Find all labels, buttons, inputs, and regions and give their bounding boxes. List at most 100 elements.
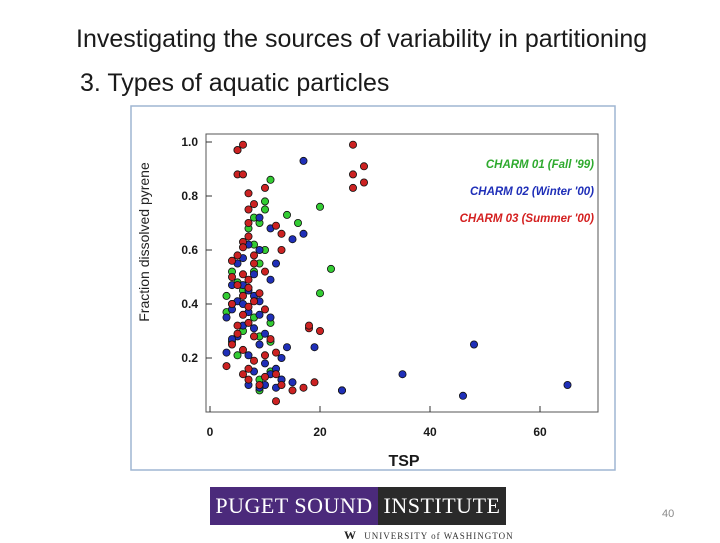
university-line: W UNIVERSITY of WASHINGTON	[344, 528, 514, 543]
point-red-6	[348, 170, 357, 179]
point-blue-30	[310, 343, 319, 352]
point-green-20	[315, 289, 324, 298]
point-green-15	[326, 264, 335, 273]
point-red-53	[244, 375, 253, 384]
point-green-2	[260, 197, 269, 206]
point-red-43	[249, 332, 258, 341]
point-blue-43	[337, 386, 346, 395]
y-axis-label: Fraction dissolved pyrene	[136, 162, 152, 322]
point-red-56	[310, 378, 319, 387]
legend-entry-green: CHARM 01 (Fall '99)	[486, 159, 594, 171]
point-red-10	[244, 189, 253, 198]
point-red-22	[227, 256, 236, 265]
point-red-19	[277, 245, 286, 254]
point-blue-45	[469, 340, 478, 349]
point-blue-8	[271, 259, 280, 268]
point-blue-29	[255, 340, 264, 349]
point-red-36	[238, 310, 247, 319]
point-red-34	[244, 302, 253, 311]
points-layer	[222, 140, 572, 406]
point-green-3	[260, 205, 269, 214]
point-blue-32	[222, 348, 231, 357]
y-tick-label-3: 0.8	[181, 189, 198, 203]
point-red-23	[249, 259, 258, 268]
point-green-18	[222, 291, 231, 300]
point-red-58	[288, 386, 297, 395]
logo-left-panel: PUGET SOUND	[210, 487, 378, 525]
point-blue-1	[255, 213, 264, 222]
point-red-26	[227, 272, 236, 281]
point-green-28	[233, 351, 242, 360]
point-red-44	[304, 321, 313, 330]
slide-subtitle: 3. Types of aquatic particles	[80, 69, 390, 97]
puget-sound-institute-logo: PUGET SOUND INSTITUTE	[210, 487, 506, 525]
point-blue-21	[255, 310, 264, 319]
point-blue-11	[266, 275, 275, 284]
slide-title: Investigating the sources of variability…	[76, 25, 648, 53]
point-red-7	[359, 178, 368, 187]
point-green-6	[293, 218, 302, 227]
point-blue-23	[222, 313, 231, 322]
point-red-33	[227, 299, 236, 308]
point-red-15	[277, 229, 286, 238]
y-tick-label-1: 0.4	[181, 297, 198, 311]
point-blue-6	[255, 245, 264, 254]
point-red-29	[244, 283, 253, 292]
point-red-42	[266, 335, 275, 344]
point-green-5	[282, 210, 291, 219]
point-red-55	[299, 383, 308, 392]
point-red-54	[277, 380, 286, 389]
point-red-0	[238, 140, 247, 149]
point-red-8	[348, 183, 357, 192]
point-red-11	[249, 200, 258, 209]
y-tick-label-0: 0.2	[181, 351, 198, 365]
x-tick-label-60: 60	[533, 425, 547, 439]
point-red-46	[238, 345, 247, 354]
point-red-14	[271, 221, 280, 230]
point-red-12	[244, 205, 253, 214]
point-red-4	[348, 140, 357, 149]
point-red-59	[255, 380, 264, 389]
point-blue-46	[458, 391, 467, 400]
y-tick-label-2: 0.6	[181, 243, 198, 257]
point-blue-35	[260, 359, 269, 368]
point-red-50	[244, 364, 253, 373]
point-red-60	[238, 370, 247, 379]
point-red-61	[222, 362, 231, 371]
y-tick-label-4: 1.0	[181, 135, 198, 149]
point-red-35	[260, 305, 269, 314]
point-red-57	[271, 397, 280, 406]
point-blue-26	[260, 329, 269, 338]
point-green-1	[266, 175, 275, 184]
point-red-47	[227, 340, 236, 349]
point-red-18	[238, 243, 247, 252]
university-text: UNIVERSITY of WASHINGTON	[364, 531, 514, 541]
point-red-28	[233, 281, 242, 290]
point-blue-4	[288, 235, 297, 244]
point-red-3	[233, 146, 242, 155]
point-red-31	[238, 291, 247, 300]
point-blue-25	[249, 324, 258, 333]
axes-layer: 0 20 40 60 0.2 0.4 0.6 0.8 1.0	[181, 135, 547, 439]
point-red-40	[244, 318, 253, 327]
point-red-16	[244, 232, 253, 241]
legend-entry-red: CHARM 03 (Summer '00)	[460, 213, 595, 225]
page-number: 40	[662, 508, 675, 520]
point-blue-44	[398, 370, 407, 379]
legend-entry-blue: CHARM 02 (Winter '00)	[470, 186, 594, 198]
point-blue-10	[249, 270, 258, 279]
point-blue-49	[288, 378, 297, 387]
point-green-7	[315, 202, 324, 211]
point-red-24	[260, 267, 269, 276]
point-red-13	[244, 218, 253, 227]
point-red-9	[260, 183, 269, 192]
point-blue-0	[299, 156, 308, 165]
x-tick-label-0: 0	[207, 425, 214, 439]
point-blue-47	[563, 380, 572, 389]
x-tick-label-20: 20	[313, 425, 327, 439]
point-red-51	[260, 372, 269, 381]
point-red-2	[238, 170, 247, 179]
uw-logo-icon: W	[344, 528, 357, 542]
point-blue-31	[282, 343, 291, 352]
